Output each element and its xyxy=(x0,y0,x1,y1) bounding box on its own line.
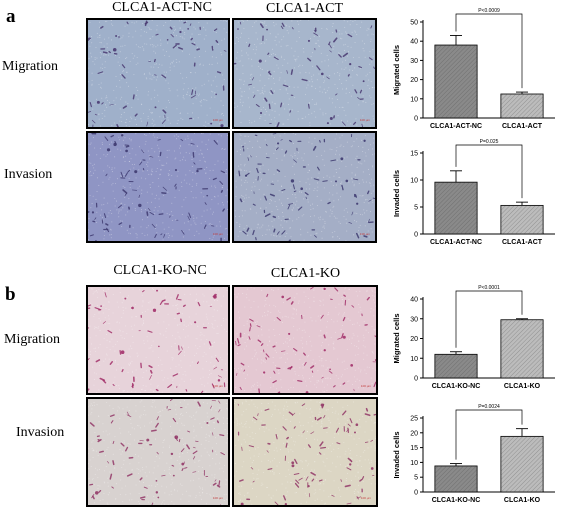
p-value-annotation: P=0.0024 xyxy=(478,404,500,410)
micrograph-a-invasion-act: 100 µm xyxy=(232,131,377,243)
column-header-act-nc: CLCA1-ACT-NC xyxy=(112,0,212,15)
y-tick-label-0: 0 xyxy=(414,490,418,497)
x-tick-label-clca1-act: CLCA1-ACT xyxy=(502,239,543,246)
row-label-invasion-b: Invasion xyxy=(16,425,65,440)
y-axis-label: Invaded cells xyxy=(392,431,401,478)
y-tick-label-25: 25 xyxy=(410,416,418,423)
y-tick-label-40: 40 xyxy=(410,297,418,304)
column-header-ko-nc: CLCA1-KO-NC xyxy=(113,263,207,278)
scale-label: 100 µm xyxy=(212,232,223,236)
y-tick-label-20: 20 xyxy=(410,336,418,343)
bar-hatch-clca1-act-nc xyxy=(434,182,478,234)
y-axis-label: Migrated cells xyxy=(392,45,401,95)
bar-hatch-clca1-ko-nc xyxy=(434,465,478,492)
x-tick-label-clca1-ko: CLCA1-KO xyxy=(504,497,541,504)
y-tick-label-0: 0 xyxy=(414,232,418,239)
significance-bracket xyxy=(455,409,523,460)
bar-chart-a-migrated: 0 10 20 30 40 50 Migrated cells CLCA1-ACT-NC CLC… xyxy=(392,8,555,130)
column-header-ko: CLCA1-KO xyxy=(270,266,341,281)
scale-label: 100 µm xyxy=(212,384,223,388)
x-tick-label-clca1-act: CLCA1-ACT xyxy=(502,123,543,130)
x-tick-label-clca1-act-nc: CLCA1-ACT-NC xyxy=(430,239,482,246)
y-tick-label-20: 20 xyxy=(410,430,418,437)
panel-letter-b: b xyxy=(5,284,16,305)
p-value-annotation: P<0.0001 xyxy=(478,285,500,291)
micrograph-b-invasion-nc: 100 µm xyxy=(86,397,230,507)
y-tick-label-30: 30 xyxy=(410,316,418,323)
bar-chart-b-invaded: 0 5 10 15 20 25 Invaded cells CLCA1-KO-NC CLCA1-… xyxy=(392,404,555,504)
bar-hatch-clca1-ko-nc xyxy=(434,354,478,378)
x-tick-label-clca1-ko: CLCA1-KO xyxy=(504,383,541,390)
y-tick-label-40: 40 xyxy=(410,39,418,46)
scale-label: 100 µm xyxy=(360,496,371,500)
micrograph-b-migration-nc: 100 µm xyxy=(86,285,230,395)
row-label-invasion-a: Invasion xyxy=(4,167,53,182)
micrograph-a-migration-nc: 100 µm xyxy=(86,18,230,129)
micrograph-b-migration-ko: 100 µm xyxy=(232,285,378,395)
micrograph-a-invasion-nc: 100 µm xyxy=(86,131,230,243)
significance-bracket xyxy=(455,144,523,199)
micrograph-a-migration-act: 100 µm xyxy=(232,18,377,129)
y-tick-label-0: 0 xyxy=(414,116,418,123)
scale-label: 100 µm xyxy=(212,118,223,122)
y-axis-label: Migrated cells xyxy=(392,313,401,363)
micrograph-b-invasion-ko: 100 µm xyxy=(232,397,378,507)
row-label-migration-b: Migration xyxy=(4,332,60,347)
column-header-act: CLCA1-ACT xyxy=(266,1,343,16)
y-tick-label-0: 0 xyxy=(414,376,418,383)
y-tick-label-15: 15 xyxy=(410,151,418,158)
y-tick-label-15: 15 xyxy=(410,445,418,452)
y-tick-label-10: 10 xyxy=(410,356,418,363)
y-tick-label-10: 10 xyxy=(410,178,418,185)
scale-label: 100 µm xyxy=(359,118,370,122)
bar-hatch-clca1-act xyxy=(500,205,544,234)
y-axis-label: Invaded cells xyxy=(392,170,401,217)
y-tick-label-50: 50 xyxy=(410,20,418,27)
bar-hatch-clca1-ko xyxy=(500,436,544,492)
row-label-migration-a: Migration xyxy=(2,59,58,74)
y-tick-label-20: 20 xyxy=(410,77,418,84)
x-tick-label-clca1-ko-nc: CLCA1-KO-NC xyxy=(432,383,481,390)
significance-bracket xyxy=(455,13,523,89)
scale-label: 100 µm xyxy=(359,232,370,236)
scale-label: 100 µm xyxy=(360,384,371,388)
p-value-annotation: P=0.025 xyxy=(480,139,499,145)
x-tick-label-clca1-act-nc: CLCA1-ACT-NC xyxy=(430,123,482,130)
x-tick-label-clca1-ko-nc: CLCA1-KO-NC xyxy=(432,497,481,504)
scale-label: 100 µm xyxy=(212,496,223,500)
bar-hatch-clca1-ko xyxy=(500,319,544,378)
panel-letter-a: a xyxy=(6,6,16,27)
y-tick-label-30: 30 xyxy=(410,58,418,65)
y-tick-label-10: 10 xyxy=(410,460,418,467)
y-tick-label-5: 5 xyxy=(414,205,418,212)
bar-chart-a-invaded: 0 5 10 15 Invaded cells CLCA1-ACT-NC CLCA1-ACT… xyxy=(392,139,555,246)
y-tick-label-10: 10 xyxy=(410,96,418,103)
significance-bracket xyxy=(455,290,523,348)
p-value-annotation: P<0.0009 xyxy=(478,8,500,14)
bar-chart-b-migrated: 0 10 20 30 40 Migrated cells CLCA1-KO-NC CLCA1-… xyxy=(392,285,555,390)
bar-hatch-clca1-act-nc xyxy=(434,45,478,118)
y-tick-label-5: 5 xyxy=(414,475,418,482)
bar-hatch-clca1-act xyxy=(500,94,544,118)
